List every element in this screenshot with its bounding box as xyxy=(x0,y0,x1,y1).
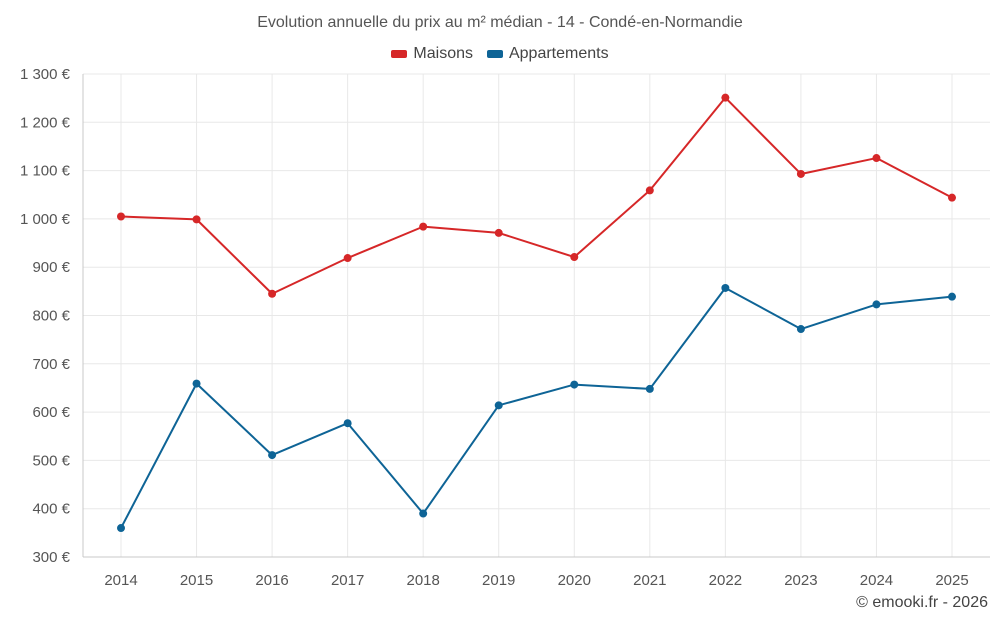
x-tick-label: 2018 xyxy=(406,572,439,589)
y-tick-label: 700 € xyxy=(32,356,70,373)
data-point-appartements-2025 xyxy=(948,292,956,301)
x-tick-label: 2025 xyxy=(935,572,968,589)
data-point-maisons-2020 xyxy=(570,253,579,262)
y-tick-label: 400 € xyxy=(32,501,70,518)
x-tick-label: 2014 xyxy=(104,572,137,589)
y-tick-label: 600 € xyxy=(32,404,70,421)
data-point-appartements-2019 xyxy=(494,401,503,410)
y-tick-label: 1 300 € xyxy=(20,66,71,83)
y-tick-label: 800 € xyxy=(32,308,70,325)
data-point-maisons-2023 xyxy=(796,169,805,178)
data-point-appartements-2020 xyxy=(570,380,579,389)
x-tick-label: 2024 xyxy=(860,572,893,589)
data-point-appartements-2021 xyxy=(645,384,654,393)
series-line-maisons xyxy=(120,96,953,295)
x-tick-label: 2021 xyxy=(633,572,666,589)
data-point-appartements-2018 xyxy=(419,509,428,518)
legend-item-maisons[interactable]: Maisons xyxy=(391,45,473,63)
data-point-appartements-2023 xyxy=(796,325,805,334)
x-tick-label: 2023 xyxy=(784,572,817,589)
legend-swatch-appartements xyxy=(486,50,503,58)
chart-title: Evolution annuelle du prix au m² médian … xyxy=(257,14,743,31)
data-point-maisons-2017 xyxy=(343,254,352,263)
data-point-maisons-2019 xyxy=(494,228,503,237)
data-point-maisons-2015 xyxy=(192,215,201,224)
x-tick-label: 2020 xyxy=(558,572,591,589)
data-point-maisons-2014 xyxy=(117,212,125,221)
copyright-text: © emooki.fr - 2026 xyxy=(856,594,988,611)
y-tick-label: 300 € xyxy=(32,549,70,566)
data-point-maisons-2021 xyxy=(645,186,654,195)
data-point-appartements-2022 xyxy=(721,283,730,292)
y-tick-label: 1 100 € xyxy=(20,163,71,180)
data-point-maisons-2025 xyxy=(948,193,956,202)
y-tick-label: 500 € xyxy=(32,452,70,469)
data-point-appartements-2014 xyxy=(117,524,125,533)
y-tick-label: 1 200 € xyxy=(20,114,71,131)
x-tick-label: 2022 xyxy=(709,572,742,589)
x-tick-label: 2016 xyxy=(255,572,288,589)
data-point-appartements-2017 xyxy=(343,419,352,428)
legend-label-maisons: Maisons xyxy=(413,45,473,62)
series-line-appartements xyxy=(120,286,953,529)
y-tick-label: 900 € xyxy=(32,259,70,276)
legend-label-appartements: Appartements xyxy=(508,45,609,62)
x-tick-label: 2017 xyxy=(331,572,364,589)
data-point-maisons-2016 xyxy=(268,289,277,298)
data-point-maisons-2022 xyxy=(721,93,730,102)
data-point-appartements-2016 xyxy=(268,451,277,460)
data-point-maisons-2018 xyxy=(419,222,428,231)
data-point-appartements-2015 xyxy=(192,379,201,388)
chart-legend: Maisons Appartements xyxy=(0,45,1000,63)
y-tick-label: 1 000 € xyxy=(20,211,71,228)
x-tick-label: 2019 xyxy=(482,572,515,589)
legend-swatch-maisons xyxy=(391,50,408,58)
x-tick-label: 2015 xyxy=(180,572,213,589)
data-point-appartements-2024 xyxy=(872,300,881,309)
data-point-maisons-2024 xyxy=(872,154,881,163)
legend-item-appartements[interactable]: Appartements xyxy=(486,45,609,63)
